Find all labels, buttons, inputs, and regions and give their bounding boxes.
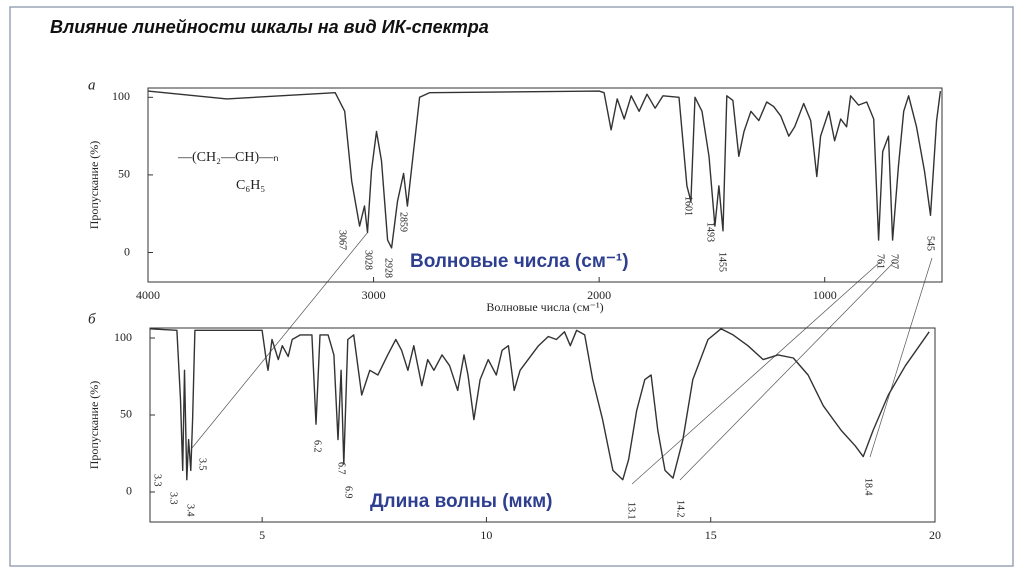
y-tick-label: 0 xyxy=(126,484,132,498)
panel-label: а xyxy=(88,77,96,93)
peak-label: 13.1 xyxy=(626,502,637,520)
peak-label: 14.2 xyxy=(675,500,686,518)
slide-title: Влияние линейности шкалы на вид ИК-спект… xyxy=(50,17,489,37)
x-axis-label: Волновые числа (см⁻¹) xyxy=(486,300,603,314)
peak-label: 2928 xyxy=(383,258,394,278)
y-tick-label: 50 xyxy=(118,167,130,181)
plot-frame xyxy=(149,327,936,523)
correlation-line xyxy=(869,257,933,458)
y-tick-label: 100 xyxy=(112,89,130,103)
peak-label: 3.4 xyxy=(185,504,196,517)
x-tick-label: 1000 xyxy=(813,288,837,302)
y-axis-label: Пропускание (%) xyxy=(87,141,101,230)
x-tick-label: 20 xyxy=(929,528,941,542)
peak-label: 1493 xyxy=(705,222,716,242)
peak-label: 1455 xyxy=(717,252,728,272)
axis-annotation: Длина волны (мкм) xyxy=(370,491,553,512)
peak-label: 6.9 xyxy=(343,486,354,499)
correlation-line xyxy=(679,261,895,481)
formula: C₆H₅ xyxy=(236,178,265,193)
slide-frame xyxy=(9,6,1014,567)
peak-label: 3.5 xyxy=(197,458,208,471)
y-tick-label: 0 xyxy=(124,244,130,258)
axis-annotation: Волновые числа (см⁻¹) xyxy=(410,251,629,272)
peak-label: 3028 xyxy=(363,250,374,270)
y-tick-label: 100 xyxy=(114,330,132,344)
x-tick-label: 15 xyxy=(705,528,717,542)
panel-label: б xyxy=(88,311,96,327)
peak-label: 6.7 xyxy=(336,462,347,475)
y-tick-label: 50 xyxy=(120,407,132,421)
y-axis-label: Пропускание (%) xyxy=(87,381,101,470)
spectrum-line xyxy=(147,90,942,249)
correlation-lines xyxy=(191,231,933,485)
formula: —(CH₂—CH)—ₙ xyxy=(177,150,279,165)
peak-label: 545 xyxy=(925,236,936,251)
peak-label: 2859 xyxy=(398,212,409,232)
plot-frame xyxy=(147,87,943,283)
peak-label: 3.3 xyxy=(168,492,179,505)
peak-label: 761 xyxy=(875,254,886,269)
x-tick-label: 2000 xyxy=(587,288,611,302)
peak-label: 3067 xyxy=(337,230,348,250)
x-tick-label: 10 xyxy=(480,528,492,542)
correlation-line xyxy=(631,261,881,485)
x-tick-label: 3000 xyxy=(362,288,386,302)
peak-label: 18.4 xyxy=(863,478,874,496)
correlation-line xyxy=(191,231,369,449)
peak-label: 6.2 xyxy=(312,440,323,453)
x-tick-label: 5 xyxy=(259,528,265,542)
peak-label: 1601 xyxy=(683,196,694,216)
peak-label: 3.3 xyxy=(152,474,163,487)
x-tick-label: 4000 xyxy=(136,288,160,302)
peak-label: 707 xyxy=(889,254,900,269)
spectrum-line xyxy=(149,328,930,481)
